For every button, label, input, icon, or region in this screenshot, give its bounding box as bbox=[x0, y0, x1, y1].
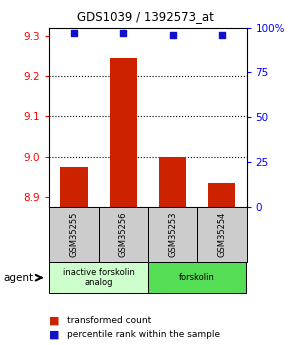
Bar bbox=[99, 207, 148, 262]
Point bbox=[170, 32, 175, 38]
Bar bbox=[60, 167, 88, 207]
Text: agent: agent bbox=[3, 273, 33, 283]
Text: percentile rank within the sample: percentile rank within the sample bbox=[67, 330, 220, 339]
Text: GSM35255: GSM35255 bbox=[69, 212, 79, 257]
Text: GSM35254: GSM35254 bbox=[217, 212, 226, 257]
Text: forskolin: forskolin bbox=[179, 273, 215, 282]
Bar bbox=[159, 157, 186, 207]
Text: ■: ■ bbox=[49, 316, 60, 326]
Bar bbox=[208, 183, 235, 207]
Point bbox=[72, 30, 76, 36]
Bar bbox=[148, 262, 246, 293]
Text: transformed count: transformed count bbox=[67, 316, 151, 325]
Bar bbox=[197, 207, 246, 262]
Text: GDS1039 / 1392573_at: GDS1039 / 1392573_at bbox=[77, 10, 213, 23]
Text: inactive forskolin
analog: inactive forskolin analog bbox=[63, 268, 135, 287]
Text: ■: ■ bbox=[49, 330, 60, 339]
Bar bbox=[110, 58, 137, 207]
Point bbox=[121, 30, 126, 36]
Text: GSM35256: GSM35256 bbox=[119, 212, 128, 257]
Bar bbox=[49, 262, 148, 293]
Text: GSM35253: GSM35253 bbox=[168, 212, 177, 257]
Point bbox=[220, 32, 224, 38]
Bar bbox=[148, 207, 197, 262]
Bar bbox=[49, 207, 99, 262]
